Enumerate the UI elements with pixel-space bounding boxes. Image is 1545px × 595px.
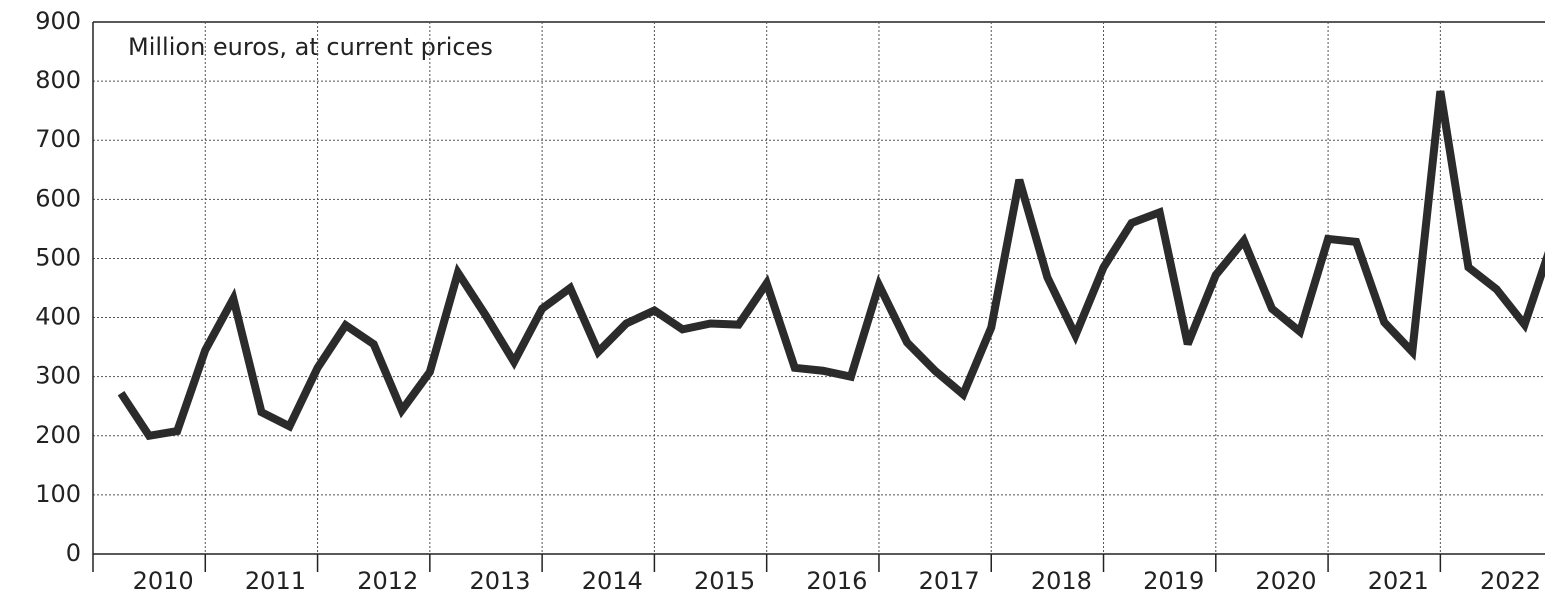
y-tick-label: 400 [35,303,81,331]
x-tick-label: 2012 [357,567,418,595]
annotation: Million euros, at current prices [128,33,493,61]
x-tick-label: 2011 [245,567,306,595]
y-tick-label: 900 [35,7,81,35]
x-tick-label: 2013 [469,567,530,595]
x-tick-label: 2017 [919,567,980,595]
y-tick-label: 600 [35,184,81,212]
y-tick-label: 0 [66,539,81,567]
plot-area [117,90,1545,441]
x-tick-label: 2015 [694,567,755,595]
x-tick-label: 2022 [1480,567,1541,595]
x-tick-label: 2014 [582,567,643,595]
y-tick-label: 700 [35,125,81,153]
y-tick-label: 300 [35,362,81,390]
y-tick-label: 500 [35,243,81,271]
x-tick-label: 2018 [1031,567,1092,595]
x-tick-label: 2010 [133,567,194,595]
y-tick-label: 800 [35,66,81,94]
data-line [117,90,1545,441]
x-tick-label: 2020 [1255,567,1316,595]
x-tick-label: 2019 [1143,567,1204,595]
y-tick-label: 200 [35,421,81,449]
y-tick-label: 100 [35,480,81,508]
x-tick-label: 2016 [806,567,867,595]
x-tick-label: 2021 [1368,567,1429,595]
